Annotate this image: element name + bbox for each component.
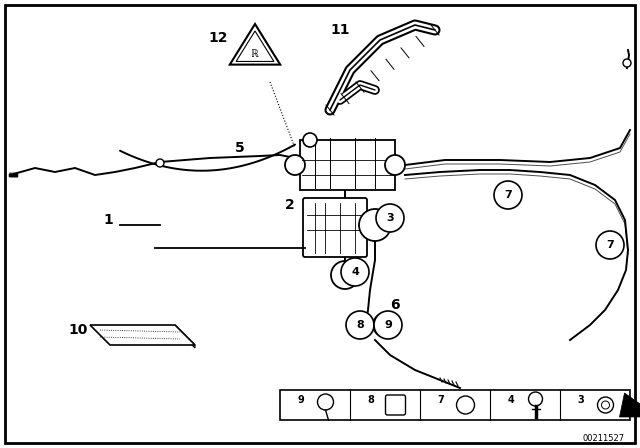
- Text: 12: 12: [208, 31, 228, 45]
- Circle shape: [348, 313, 372, 337]
- FancyBboxPatch shape: [303, 198, 367, 257]
- Circle shape: [623, 59, 631, 67]
- Text: 4: 4: [351, 267, 359, 277]
- Polygon shape: [236, 31, 274, 61]
- Text: 6: 6: [390, 298, 400, 312]
- Polygon shape: [90, 325, 195, 345]
- Text: 7: 7: [504, 190, 512, 200]
- Text: 9: 9: [384, 320, 392, 330]
- Circle shape: [156, 159, 164, 167]
- Circle shape: [374, 311, 402, 339]
- Circle shape: [303, 133, 317, 147]
- Text: 10: 10: [68, 323, 88, 337]
- Circle shape: [285, 155, 305, 175]
- Circle shape: [341, 258, 369, 286]
- Circle shape: [596, 231, 624, 259]
- Text: ℝ: ℝ: [251, 49, 259, 59]
- Text: 00211527: 00211527: [583, 434, 625, 443]
- Circle shape: [346, 311, 374, 339]
- Polygon shape: [620, 393, 640, 417]
- Polygon shape: [175, 325, 195, 348]
- Circle shape: [373, 313, 397, 337]
- Bar: [280, 390, 630, 420]
- Text: 5: 5: [235, 141, 245, 155]
- Text: 9: 9: [298, 395, 305, 405]
- Circle shape: [385, 155, 405, 175]
- Text: 7: 7: [606, 240, 614, 250]
- Polygon shape: [230, 24, 280, 65]
- Circle shape: [331, 261, 359, 289]
- Circle shape: [359, 209, 391, 241]
- Text: 2: 2: [285, 198, 295, 212]
- Text: 4: 4: [508, 395, 515, 405]
- Bar: [300, 140, 395, 190]
- Circle shape: [376, 204, 404, 232]
- Text: 3: 3: [578, 395, 584, 405]
- Text: 11: 11: [330, 23, 349, 37]
- Text: 7: 7: [438, 395, 444, 405]
- Text: 8: 8: [356, 320, 364, 330]
- Text: 8: 8: [367, 395, 374, 405]
- Text: 3: 3: [386, 213, 394, 223]
- Text: 1: 1: [103, 213, 113, 227]
- Circle shape: [494, 181, 522, 209]
